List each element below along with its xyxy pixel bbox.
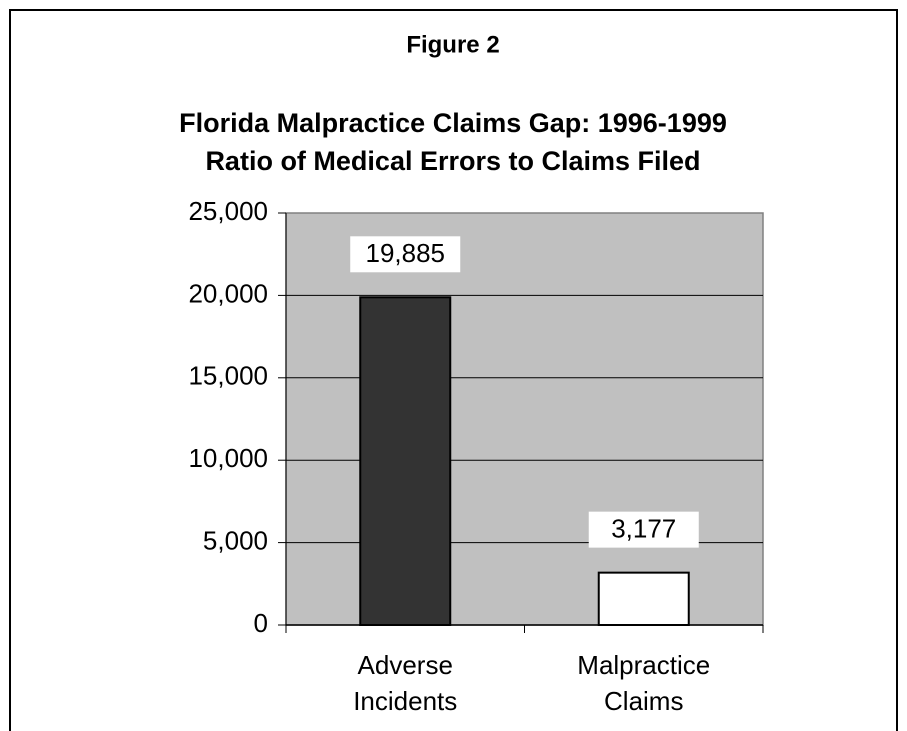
y-tick-label: 15,000 <box>188 361 268 391</box>
y-tick-label: 25,000 <box>188 196 268 226</box>
bar <box>597 571 690 627</box>
x-tick-label: Malpractice Claims <box>577 650 711 716</box>
value-label-bg <box>588 511 699 548</box>
chart-subtitle: Florida Malpractice Claims Gap: 1996-199… <box>179 108 727 138</box>
chart-title: Figure 2 <box>406 31 499 58</box>
x-tick-label: Adverse Incidents <box>353 650 458 716</box>
chart-subtitle: Ratio of Medical Errors to Claims Filed <box>205 146 700 176</box>
y-tick-label: 0 <box>254 608 268 638</box>
y-tick-label: 20,000 <box>188 278 268 308</box>
y-tick-label: 10,000 <box>188 443 268 473</box>
frame <box>9 9 898 731</box>
plot-area <box>285 212 764 626</box>
y-tick-label: 5,000 <box>203 525 268 555</box>
value-label: 19,885 <box>365 238 445 268</box>
value-label-bg <box>350 236 461 273</box>
value-label: 3,177 <box>611 514 676 544</box>
bar <box>359 296 452 626</box>
